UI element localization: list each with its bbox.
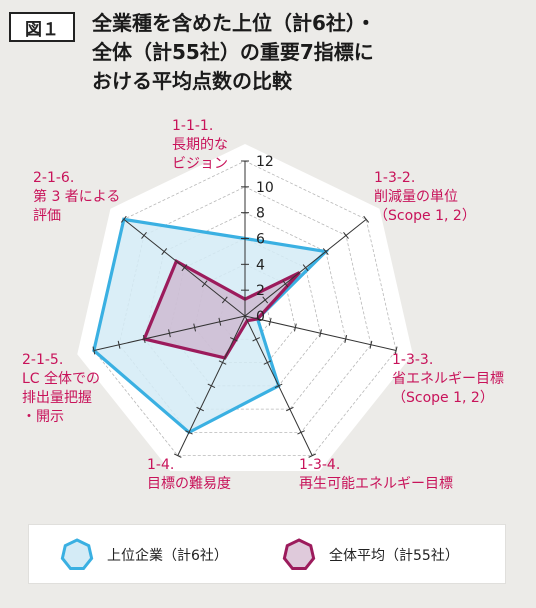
axis-2-tick-4 xyxy=(282,280,289,288)
figure-badge: 図１ xyxy=(9,12,75,42)
category-label-2-line-1: 1-3-2. xyxy=(374,170,415,186)
axis-2-tick-8 xyxy=(322,248,329,256)
grid-ring-12 xyxy=(93,160,397,457)
category-label-5-line-1: 1-4. xyxy=(147,457,174,473)
axis-4-tick-4 xyxy=(263,360,272,365)
series-overall-average xyxy=(142,258,301,360)
tick-label-12: 12 xyxy=(256,154,274,170)
category-label-7: 2-1-6. 第 3 者による評価 xyxy=(33,170,120,224)
category-label-4-line-2: 再生可能エネルギー目標 xyxy=(299,476,453,492)
axis-5-tick-8 xyxy=(196,406,204,412)
axis-4-tick-6 xyxy=(274,383,283,389)
category-label-3-line-1: 1-3-3. xyxy=(392,352,433,368)
legend-label-top-companies: 上位企業（計6社） xyxy=(107,548,228,564)
category-label-7-line-3: 評価 xyxy=(33,208,61,224)
axis-7-tick-8 xyxy=(161,248,168,256)
figure-title: 全業種を含めた上位（計6社）・ 全体（計55社）の重要7指標に おける平均点数の… xyxy=(92,9,522,96)
axis-6-tick-10 xyxy=(117,340,121,349)
legend-swatch-overall-average xyxy=(282,538,316,571)
category-label-5-line-2: 目標の難易度 xyxy=(147,476,231,492)
category-label-3-line-3: （Scope 1, 2） xyxy=(392,390,494,406)
axis-2-tick-2 xyxy=(262,296,269,304)
category-label-4: 1-3-4. 再生可能エネルギー目標 xyxy=(299,457,453,492)
axis-7-tick-10 xyxy=(141,232,147,239)
category-label-3: 1-3-3. 省エネルギー目標 （Scope 1, 2） xyxy=(392,352,504,406)
category-label-1: 1-1-1. 長期的なビジョン xyxy=(172,118,228,172)
category-label-6-line-2: LC 全体での xyxy=(22,370,100,387)
category-label-2: 1-3-2. 削減量の単位 （Scope 1, 2） xyxy=(374,170,476,224)
grid-ring-10 xyxy=(118,186,372,433)
axis-5-tick-10 xyxy=(185,430,193,435)
legend-swatch-top-companies xyxy=(60,538,94,571)
axis-6-tick-12 xyxy=(92,346,96,355)
category-label-2-line-3: （Scope 1, 2） xyxy=(374,208,476,224)
category-label-7-line-2: 第 3 者による xyxy=(33,188,120,205)
axis-3-tick-8 xyxy=(344,334,348,344)
category-label-1-line-1: 1-1-1. xyxy=(172,118,213,134)
legend-label-overall-average: 全体平均（計55社） xyxy=(329,548,459,564)
axis-7-tick-2 xyxy=(221,296,228,304)
figure-title-line-3: おける平均点数の比較 xyxy=(92,69,292,93)
axis-4-tick-10 xyxy=(297,430,305,435)
axis-3-tick-12 xyxy=(394,346,398,355)
category-label-6-line-3: 排出量把握 xyxy=(22,390,92,406)
figure-title-line-2: 全体（計55社）の重要7指標に xyxy=(92,40,374,64)
axis-3-tick-6 xyxy=(319,329,322,338)
axis-7-tick-6 xyxy=(181,264,188,272)
axis-6-tick-8 xyxy=(142,334,146,344)
tick-label-0: 0 xyxy=(256,309,265,325)
legend-item-overall-average: 全体平均（計55社） xyxy=(281,525,459,585)
category-label-3-line-2: 省エネルギー目標 xyxy=(392,371,504,387)
axis-2-tick-10 xyxy=(343,232,349,239)
axis-3-tick-10 xyxy=(369,340,373,349)
axis-2-tick-12 xyxy=(363,215,370,223)
axis-3-tick-2 xyxy=(268,317,272,326)
category-label-2-line-2: 削減量の単位 xyxy=(374,188,458,205)
tick-label-4: 4 xyxy=(256,257,265,273)
radar-chart: 12 10 8 6 4 2 0 1-1-1. 長期的なビジョン 1-3-2. 削減量の単位 （Scop… xyxy=(22,118,504,492)
axis-7-tick-12 xyxy=(120,215,127,223)
tick-label-8: 8 xyxy=(256,206,265,222)
axis-5-tick-6 xyxy=(207,383,216,389)
legend: 上位企業（計6社） 全体平均（計55社） xyxy=(28,524,506,584)
axis-5-tick-12 xyxy=(173,453,182,458)
category-label-4-line-1: 1-3-4. xyxy=(299,457,340,473)
legend-item-top-companies: 上位企業（計6社） xyxy=(59,525,228,585)
axis-4-tick-8 xyxy=(286,406,294,412)
category-label-1-line-2: 長期的な xyxy=(172,137,228,153)
category-label-6: 2-1-5. LC 全体での排出量把握・開示 xyxy=(22,352,100,425)
axis-4-tick-12 xyxy=(308,453,317,458)
tick-label-6: 6 xyxy=(256,232,265,248)
axis-6-tick-6 xyxy=(168,329,171,338)
category-label-6-line-1: 2-1-5. xyxy=(22,352,63,368)
category-label-5: 1-4. 目標の難易度 xyxy=(147,457,231,492)
axis-2-tick-6 xyxy=(302,264,309,272)
tick-label-2: 2 xyxy=(256,283,265,299)
category-label-6-line-4: ・開示 xyxy=(22,409,64,425)
axis-6-tick-2 xyxy=(218,317,222,326)
category-label-1-line-3: ビジョン xyxy=(172,156,228,172)
axis-5-tick-4 xyxy=(218,360,227,365)
axis-4-tick-2 xyxy=(252,337,261,342)
axis-7-tick-4 xyxy=(201,280,208,288)
tick-label-10: 10 xyxy=(256,180,274,196)
axis-3-tick-4 xyxy=(293,323,297,332)
category-label-7-line-1: 2-1-6. xyxy=(33,170,74,186)
axis-6-tick-4 xyxy=(193,323,197,332)
axis-5-tick-2 xyxy=(229,337,238,342)
figure-title-line-1: 全業種を含めた上位（計6社）・ xyxy=(92,11,376,35)
